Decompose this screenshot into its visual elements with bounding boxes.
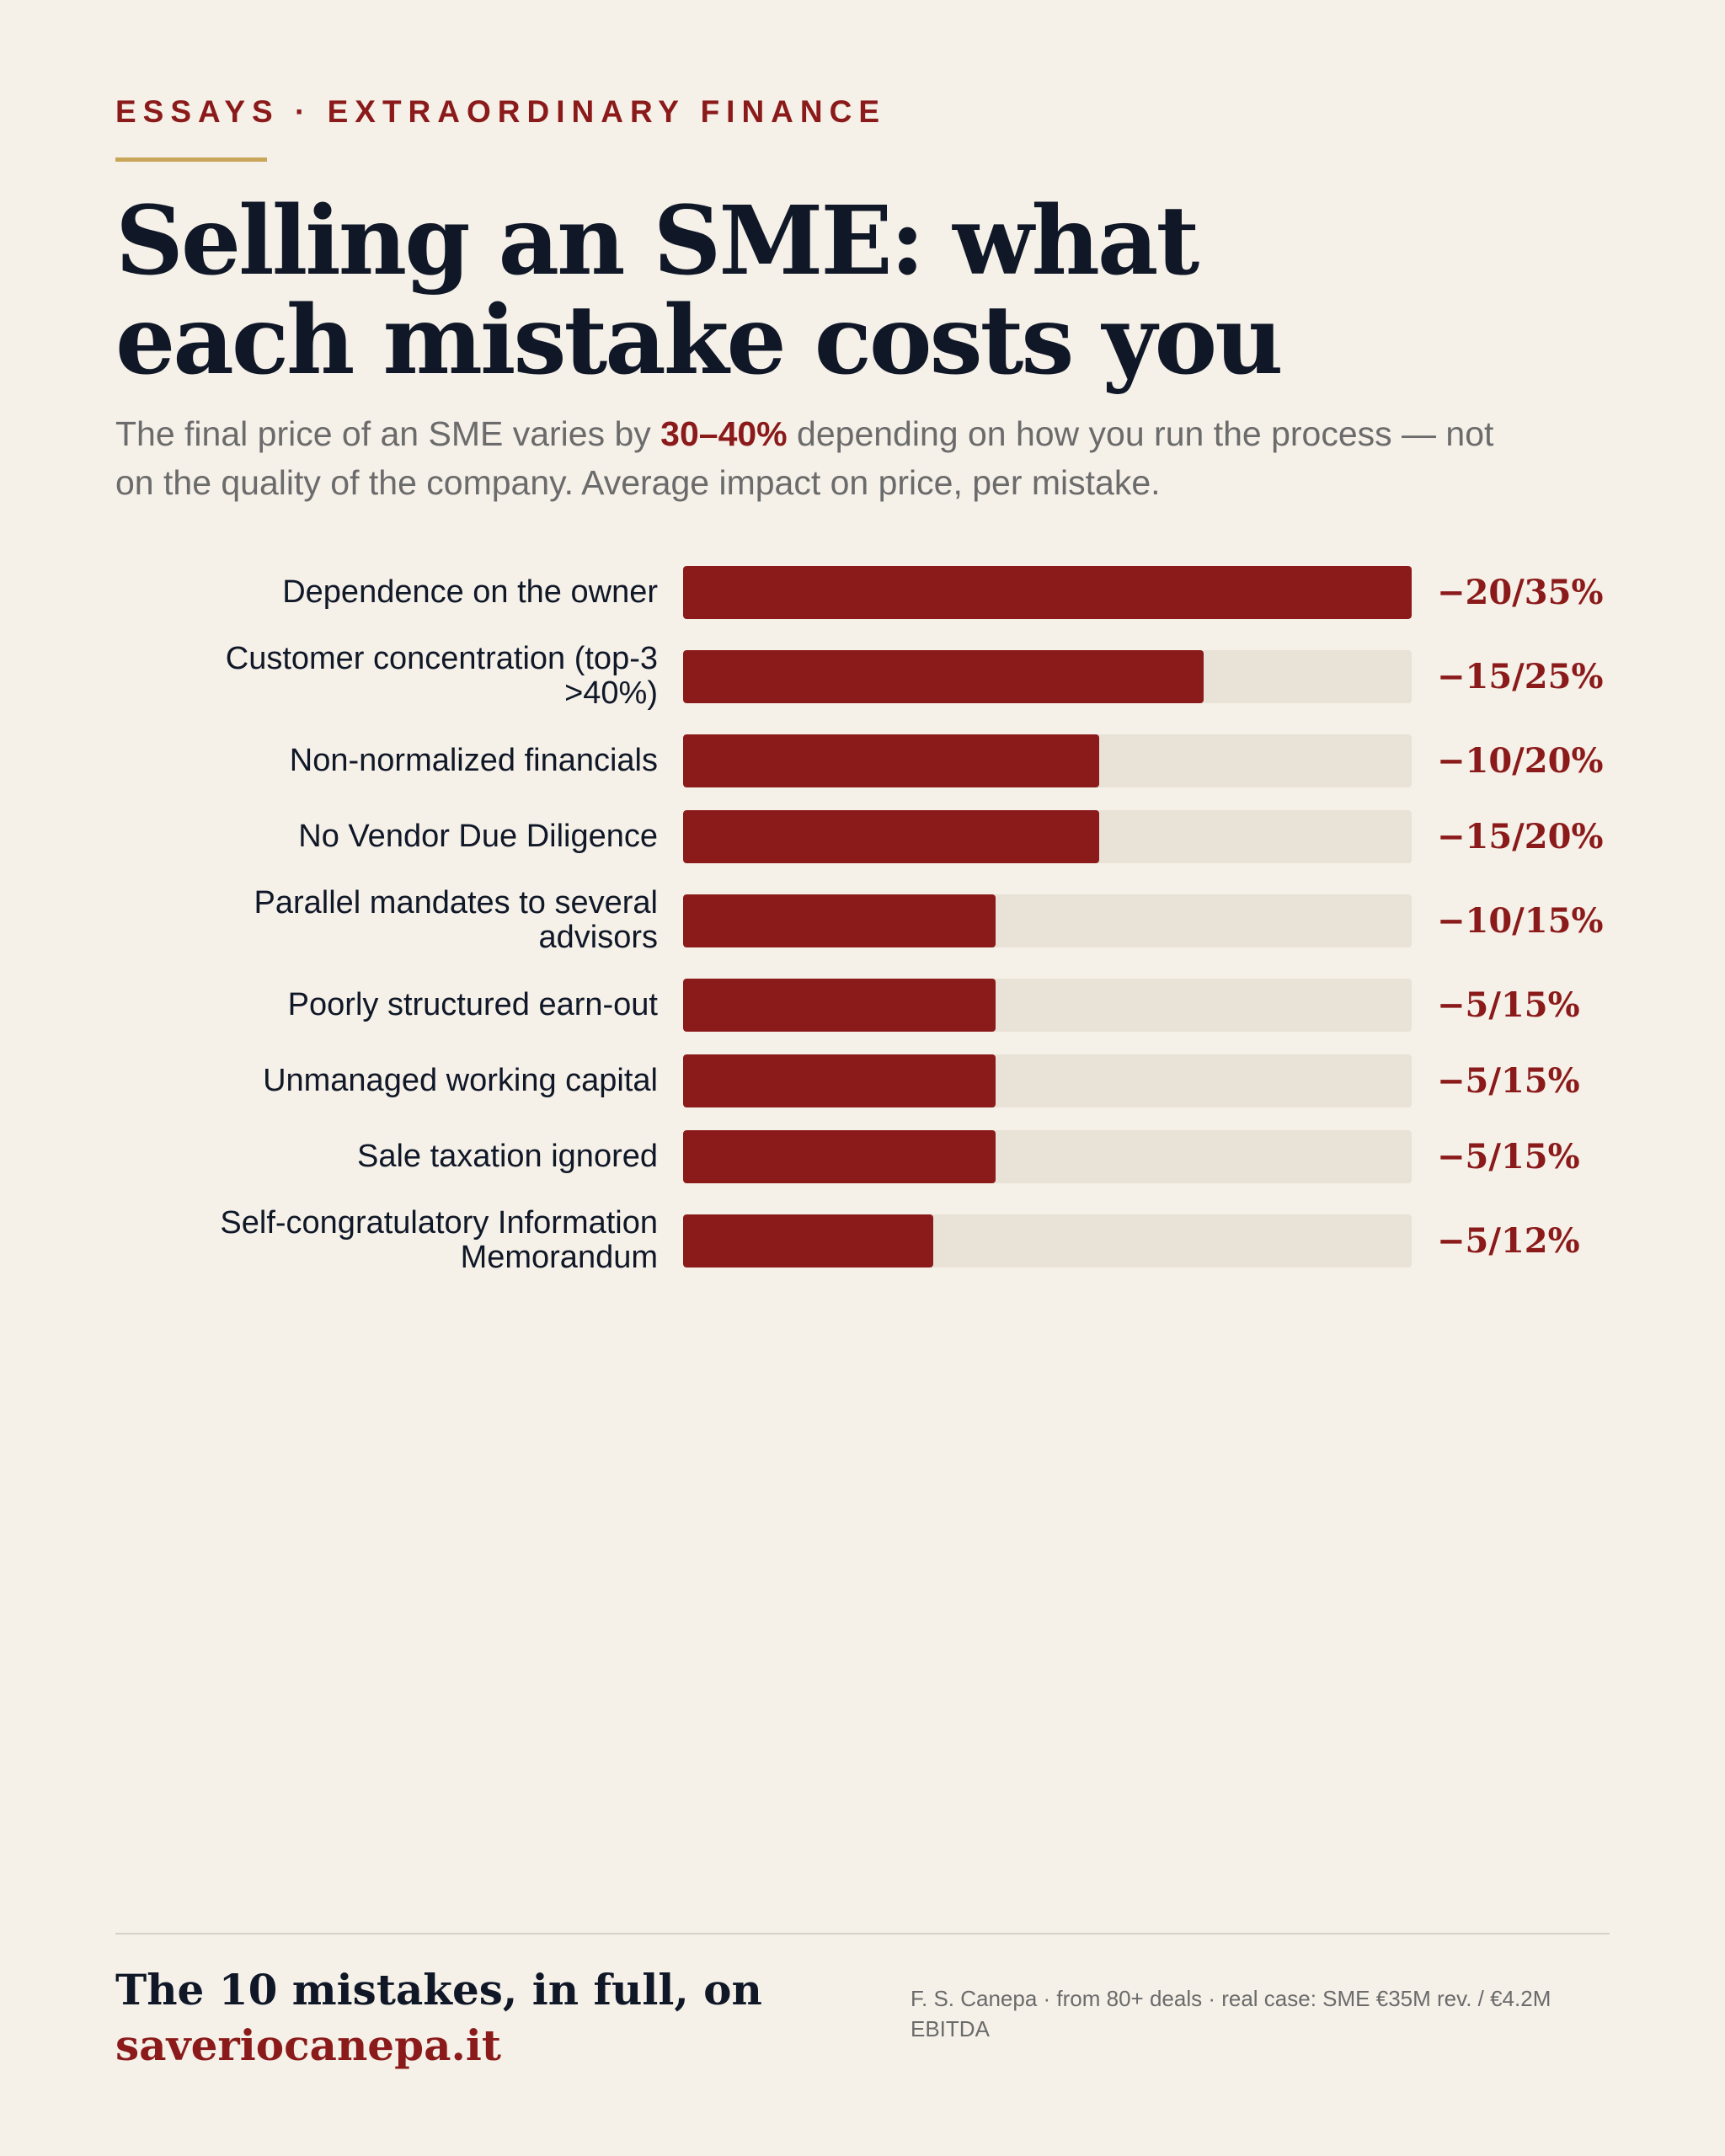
- chart-row: Customer concentration (top-3 >40%) −15/2…: [0, 634, 1725, 718]
- bar-value-label: −15/25%: [1437, 656, 1604, 696]
- bar-label: Unmanaged working capital: [263, 1062, 658, 1098]
- bar-value-label: −15/20%: [1437, 816, 1604, 857]
- chart-row: Dependence on the owner −20/35%: [0, 550, 1725, 634]
- bar: [683, 1054, 996, 1107]
- bar-label: Self-congratulatory Information Memorand…: [220, 1205, 658, 1275]
- chart-row: Non-normalized financials −10/20%: [0, 718, 1725, 803]
- subtitle-text: The final price of an SME varies by: [115, 414, 661, 453]
- bar: [683, 1130, 996, 1183]
- bar-track: [683, 1054, 1412, 1107]
- bar-label: Non-normalized financials: [289, 742, 658, 778]
- bar: [683, 894, 996, 947]
- title-line-2: each mistake costs you: [115, 286, 1284, 396]
- footer-note: F. S. Canepa · from 80+ deals · real cas…: [911, 1986, 1551, 2041]
- bar-label: Customer concentration (top-3 >40%): [225, 641, 658, 711]
- footer-cta: The 10 mistakes, in full, on saveriocane…: [115, 1962, 789, 2073]
- chart-row: Self-congratulatory Information Memorand…: [0, 1198, 1725, 1283]
- bar-value-label: −5/15%: [1437, 1060, 1580, 1101]
- bar-track: [683, 979, 1412, 1032]
- chart-row: Parallel mandates to several advisors −10…: [0, 878, 1725, 963]
- bar-track: [683, 810, 1412, 863]
- bar: [683, 650, 1204, 703]
- title-line-1: Selling an SME: what: [115, 186, 1199, 296]
- bar-track: [683, 1214, 1412, 1267]
- bar: [683, 734, 1100, 787]
- kicker: ESSAYS · EXTRAORDINARY FINANCE: [115, 94, 887, 129]
- subtitle-text-rest: depending on how you run the process — n…: [115, 414, 1494, 502]
- chart-row: Sale taxation ignored −5/15%: [0, 1114, 1725, 1198]
- chart-row: Poorly structured earn-out −5/15%: [0, 963, 1725, 1047]
- bar: [683, 566, 1412, 619]
- page-title: Selling an SME: what each mistake costs …: [115, 192, 1463, 391]
- bar: [683, 810, 1100, 863]
- bar-label: Dependence on the owner: [282, 574, 658, 610]
- bar-value-label: −20/35%: [1437, 572, 1604, 612]
- chart-row: Unmanaged working capital −5/15%: [0, 1038, 1725, 1123]
- bar-value-label: −5/15%: [1437, 985, 1580, 1025]
- bar-track: [683, 734, 1412, 787]
- bar-track: [683, 566, 1412, 619]
- bar-label: Sale taxation ignored: [356, 1138, 658, 1174]
- footer-divider: [115, 1933, 1610, 1935]
- subtitle-highlight: 30–40%: [660, 414, 788, 453]
- bar-value-label: −10/20%: [1437, 740, 1604, 781]
- bar-track: [683, 650, 1412, 703]
- bar-value-label: −10/15%: [1437, 900, 1604, 941]
- bar-label: Poorly structured earn-out: [287, 986, 658, 1022]
- subtitle: The final price of an SME varies by 30–4…: [115, 409, 1530, 507]
- kicker-rule: [115, 157, 267, 162]
- bar-track: [683, 894, 1412, 947]
- bar-label: No Vendor Due Diligence: [298, 818, 658, 854]
- footer-cta-text: The 10 mistakes, in full, on: [115, 1965, 762, 2015]
- chart-row: No Vendor Due Diligence −15/20%: [0, 794, 1725, 878]
- bar-value-label: −5/15%: [1437, 1136, 1580, 1177]
- footer-link[interactable]: saveriocanepa.it: [115, 2020, 501, 2070]
- bar-value-label: −5/12%: [1437, 1220, 1580, 1261]
- bar-label: Parallel mandates to several advisors: [254, 885, 658, 955]
- bar-track: [683, 1130, 1412, 1183]
- bar: [683, 979, 996, 1032]
- bar: [683, 1214, 933, 1267]
